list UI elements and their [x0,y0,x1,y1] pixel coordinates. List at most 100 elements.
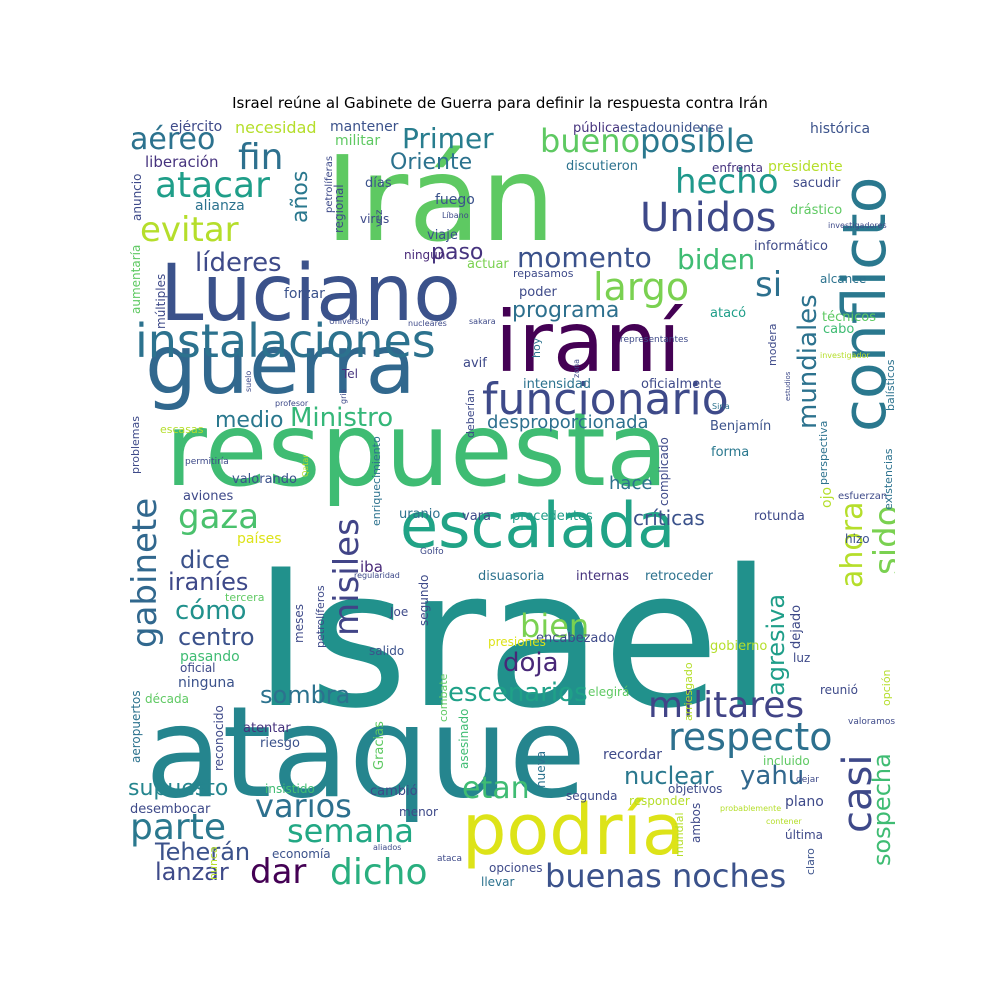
cloud-word: década [145,692,189,706]
cloud-word: objetivos [668,782,723,796]
cloud-word: iba [360,558,383,576]
cloud-word: probablemente [720,804,782,813]
cloud-word: largo [593,265,690,309]
cloud-word: arriesgado [682,661,695,721]
cloud-word: agresiva [762,593,790,696]
cloud-word: petrolíferas [324,155,335,213]
cloud-word: militar [335,133,381,149]
cloud-word: tercera [225,591,265,604]
cloud-word: Qatar [301,454,310,477]
cloud-word: drástico [790,203,843,218]
cloud-word: lanzar [155,858,229,886]
cloud-word: plano [785,794,824,810]
cloud-word: reconocido [212,705,226,771]
cloud-word: profesor [275,399,309,408]
cloud-word: deberían [464,389,477,439]
cloud-word: nuclear [624,762,714,790]
cloud-word: sakara [469,317,496,326]
cloud-word: posible [640,122,755,160]
cloud-word: segunda [566,789,618,803]
cloud-word: semana [287,812,415,850]
cloud-word: líderes [195,248,282,278]
cloud-word: necesidad [235,120,317,137]
cloud-word: supuesto [128,776,229,801]
cloud-word: última [785,828,824,842]
cloud-word: nunca [207,846,220,881]
cloud-word: modera [766,323,779,367]
cloud-word: presiones [488,635,546,649]
cloud-word: Israel [253,529,773,750]
cloud-word: alcance [820,272,867,286]
cloud-word: enriquecimiento [370,436,383,526]
cloud-word: intensidad [523,377,592,392]
cloud-word: doja [503,648,559,678]
cloud-word: ojo [819,487,835,509]
cloud-word: actuar [467,257,509,272]
cloud-word: representantes [620,335,689,345]
cloud-word: oficialmente [641,377,722,392]
cloud-word: escenarios [448,678,588,708]
cloud-word: Irán [325,130,556,268]
cloud-word: ninguna [178,675,235,691]
cloud-word: cabo [823,322,855,337]
cloud-word: ambos [689,802,703,843]
cloud-word: funcionario [482,374,729,425]
cloud-word: desembocar [130,802,211,817]
cloud-word: respuesta [165,391,669,510]
cloud-word: incluido [763,754,810,768]
cloud-word: mundiales [793,293,823,429]
cloud-word: buenas noches [545,857,787,890]
cloud-word: retroceder [645,569,713,584]
cloud-word: estudios [784,371,792,401]
cloud-word: fuego [435,192,475,208]
cloud-word: sospecha [868,752,895,866]
cloud-word: dice [180,546,230,574]
cloud-word: sacudir [793,176,841,191]
cloud-word: aumentaría [129,244,143,314]
cloud-word: regularidad [354,571,400,580]
cloud-word: Luciano [160,249,462,339]
cloud-word: suelo [244,370,253,392]
cloud-word: Líbano [442,211,469,220]
cloud-word: responder [629,794,690,808]
cloud-word: existencias [882,448,895,510]
cloud-word: precedentes [512,509,593,524]
cloud-word: biden [677,243,756,276]
cloud-word: estadounidense [620,121,724,136]
cloud-word: nucleares [408,319,447,328]
cloud-word: yahu [740,761,805,791]
cloud-word: Gracias [372,721,387,771]
cloud-word: gobierno [710,639,768,654]
cloud-word: años [288,171,313,224]
cloud-word: repasamos [513,267,574,280]
cloud-word: asesinado [457,708,471,770]
cloud-word: esfuerzan [838,491,888,502]
cloud-word: ejército [170,120,223,135]
cloud-word: presidente [768,159,843,175]
cloud-word: cambió [370,784,418,799]
cloud-word: discutieron [566,159,638,174]
cloud-word: uranio [399,507,441,522]
cloud-word: guerra [145,318,416,413]
cloud-word: aéreo [130,122,216,157]
cloud-word: menor [399,805,438,819]
cloud-word: balísticos [884,359,895,411]
cloud-word: gaza [178,497,260,537]
cloud-word: hecho [675,162,779,202]
cloud-word: permitiría [185,457,229,467]
cloud-word: atentar [243,721,291,736]
cloud-word: viaje [427,228,458,243]
cloud-word: disuasoria [478,569,545,584]
cloud-word: riesgo [260,736,300,751]
cloud-word: combate [437,674,450,723]
word-cloud: Israel ataque respuesta Irán guerra Luciano ir… [125,120,895,890]
cloud-word: días [365,176,392,191]
cloud-word: complicado [657,437,671,506]
cloud-word: recordar [603,747,663,763]
cloud-word: evitar [140,210,239,250]
cloud-word: escalada [400,489,676,562]
cloud-word: alianza [195,198,245,214]
cloud-word: aeropuertos [129,690,143,763]
cloud-word: encabezado [536,631,615,646]
cloud-word: claro [804,848,817,876]
